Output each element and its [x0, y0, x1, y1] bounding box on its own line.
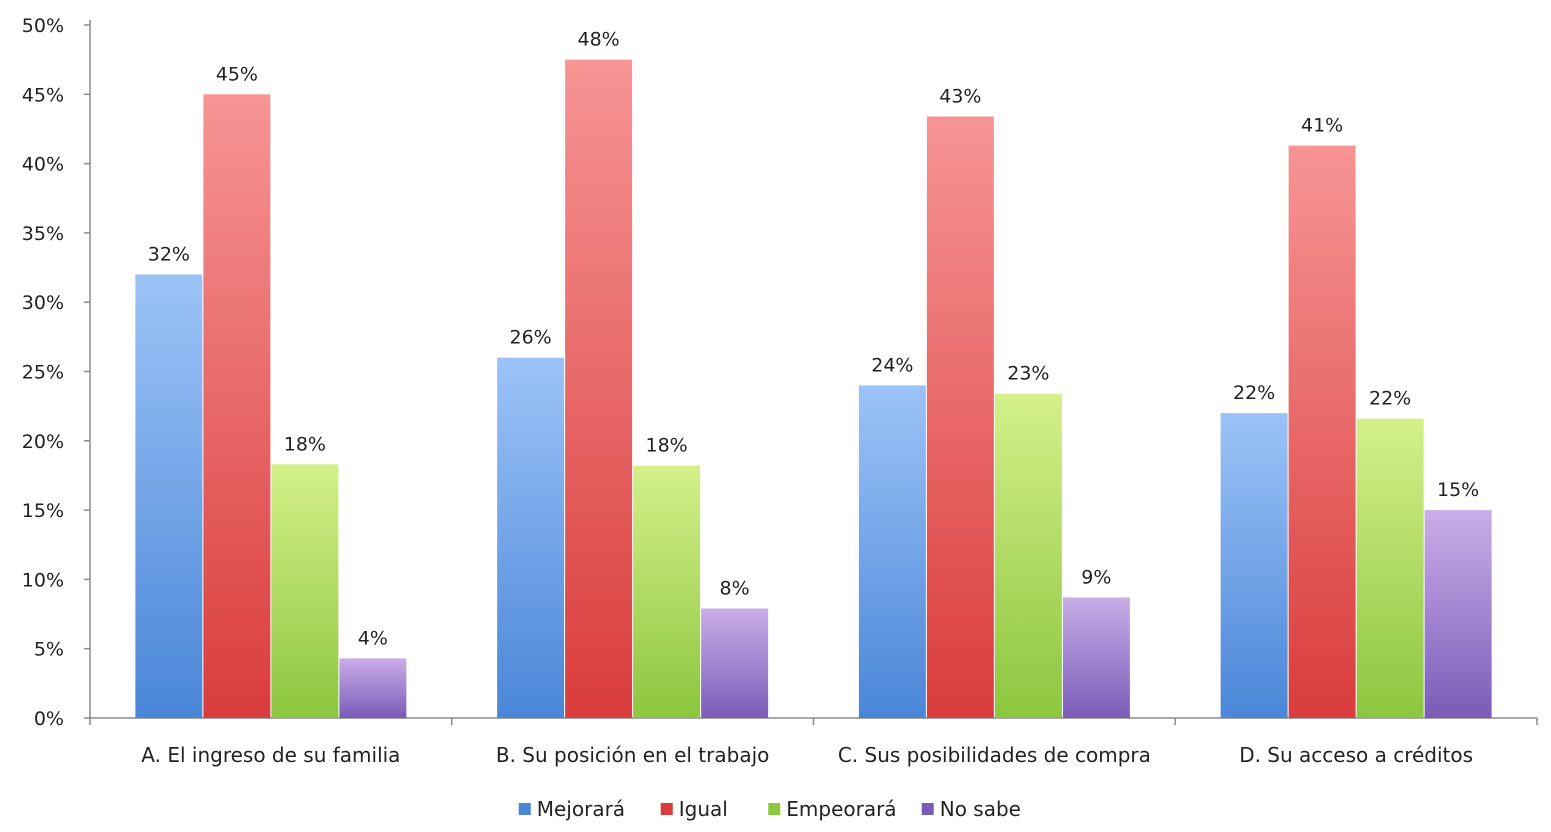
bar-data-label: 45% — [216, 63, 258, 85]
x-category-label: D. Su acceso a créditos — [1239, 743, 1473, 767]
bar — [497, 357, 565, 718]
y-tick-label: 5% — [34, 639, 64, 661]
y-tick-label: 20% — [22, 431, 64, 453]
bar-data-label: 4% — [358, 627, 388, 649]
bar-data-label: 9% — [1081, 566, 1111, 588]
bar — [858, 385, 926, 718]
bar — [339, 658, 407, 718]
legend-swatch — [518, 803, 531, 815]
bar — [271, 464, 339, 718]
bar — [1424, 510, 1492, 718]
y-tick-label: 0% — [34, 708, 64, 730]
bar — [633, 465, 701, 718]
bar — [135, 274, 203, 718]
data-labels-group: 32% 45% 18% 4% 26% 48% 18% 8% 24% 43% 23% 9% 22% 41% 2… — [148, 29, 1479, 650]
legend: Mejorará Igual Empeorará No sabe — [518, 797, 1021, 821]
legend-swatch — [660, 803, 673, 815]
bar — [203, 94, 271, 719]
bar — [994, 393, 1062, 718]
legend-label: Igual — [679, 797, 728, 821]
x-category-label: A. El ingreso de su familia — [141, 743, 400, 767]
bar-data-label: 18% — [646, 435, 688, 457]
legend-label: Empeorará — [786, 797, 896, 821]
legend-swatch — [921, 803, 934, 815]
bar-data-label: 22% — [1369, 388, 1411, 410]
y-tick-label: 50% — [22, 15, 64, 37]
bar-data-label: 32% — [148, 243, 190, 265]
y-tick-label: 40% — [22, 154, 64, 176]
bar — [1062, 597, 1130, 718]
bar-data-label: 15% — [1437, 479, 1479, 501]
bar-data-label: 22% — [1233, 382, 1275, 404]
bars-group — [135, 59, 1492, 719]
bar-data-label: 26% — [510, 327, 552, 349]
bar-data-label: 23% — [1007, 363, 1049, 385]
y-tick-label: 45% — [22, 84, 64, 106]
y-tick-label: 15% — [22, 500, 64, 522]
legend-swatch — [768, 803, 781, 815]
bar-data-label: 24% — [871, 354, 913, 376]
bar-data-label: 41% — [1301, 115, 1343, 137]
y-tick-label: 10% — [22, 569, 64, 591]
bar-data-label: 43% — [939, 85, 981, 107]
x-category-label: C. Sus posibilidades de compra — [838, 743, 1151, 767]
y-tick-label: 35% — [22, 223, 64, 245]
x-axis: A. El ingreso de su familia B. Su posició… — [89, 717, 1538, 767]
y-tick-label: 30% — [22, 292, 64, 314]
bar — [1220, 413, 1288, 718]
bar — [926, 116, 994, 718]
bar-data-label: 18% — [284, 433, 326, 455]
bar — [565, 59, 633, 718]
bar — [1356, 418, 1424, 718]
bar — [1288, 145, 1356, 718]
bar — [701, 608, 769, 718]
x-category-label: B. Su posición en el trabajo — [496, 743, 770, 767]
legend-label: Mejorará — [537, 797, 625, 821]
y-tick-label: 25% — [22, 362, 64, 384]
y-axis: 0% 5% 10% 15% 20% 25% 30% 35% 40% 45% 50% — [22, 15, 91, 730]
bar-data-label: 48% — [578, 29, 620, 51]
bar-data-label: 8% — [720, 578, 750, 600]
legend-label: No sabe — [940, 797, 1021, 821]
